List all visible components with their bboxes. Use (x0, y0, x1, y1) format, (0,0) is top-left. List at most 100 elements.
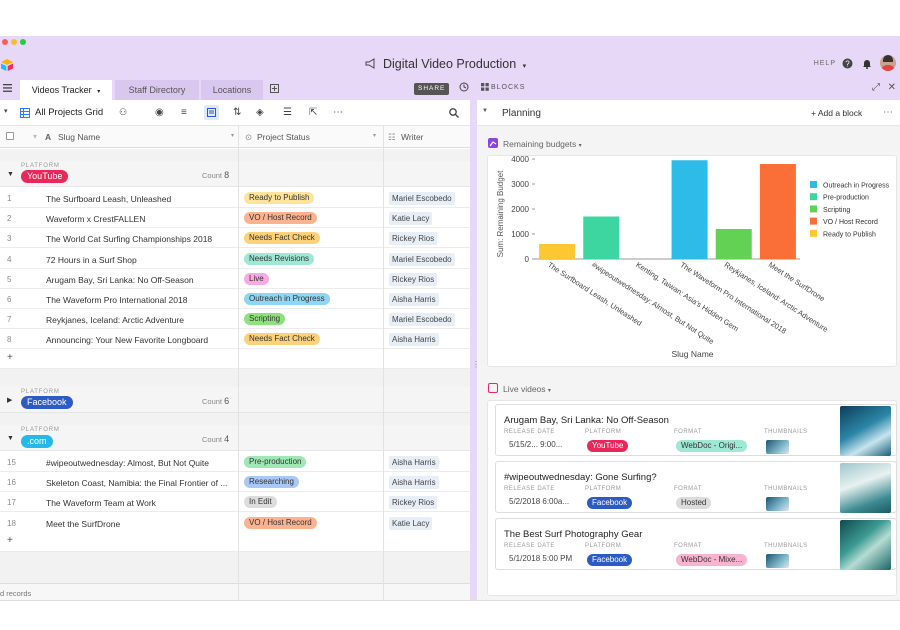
thumbnail-small[interactable] (766, 554, 789, 568)
writer-chip[interactable]: Aisha Harris (389, 333, 439, 347)
slug-cell[interactable]: Arugam Bay, Sri Lanka: No Off-Season (46, 274, 194, 285)
menu-icon[interactable] (3, 84, 12, 92)
status-badge[interactable]: Scripting (244, 313, 286, 326)
slug-cell[interactable]: Skeleton Coast, Namibia: the Final Front… (46, 478, 228, 489)
status-badge[interactable]: Researching (244, 476, 299, 489)
status-badge[interactable]: VO / Host Record (244, 212, 317, 225)
slug-cell[interactable]: The Surfboard Leash, Unleashed (46, 194, 172, 204)
color-icon[interactable]: ◈ (256, 107, 264, 118)
table-row[interactable]: 16 Skeleton Coast, Namibia: the Final Fr… (0, 472, 470, 493)
group-header-facebook[interactable]: ▶ PLATFORM Facebook Count 6 (0, 387, 470, 413)
table-row[interactable]: 15 #wipeoutwednesday: Almost, But Not Qu… (0, 452, 470, 472)
add-record-row[interactable]: + (0, 349, 470, 369)
status-badge[interactable]: Live (244, 272, 269, 285)
writer-chip[interactable]: Rickey Rios (389, 232, 438, 246)
tab-locations[interactable]: Locations (201, 80, 263, 100)
blocks-toggle[interactable]: BLOCKS (481, 83, 525, 91)
table-row[interactable]: 1 The Surfboard Leash, Unleashed Ready t… (0, 188, 470, 208)
status-badge[interactable]: Needs Revisions (244, 252, 315, 265)
table-row[interactable]: 17 The Waveform Team at Work In Edit Ric… (0, 492, 470, 513)
table-row[interactable]: 8 Announcing: Your New Favorite Longboar… (0, 329, 470, 350)
writer-chip[interactable]: Mariel Escobedo (389, 252, 455, 266)
list-block-title[interactable]: Live videos ▾ (503, 384, 551, 394)
search-icon[interactable] (449, 108, 459, 118)
help-icon[interactable]: ? (842, 58, 853, 69)
thumbnail-preview[interactable] (840, 406, 891, 456)
sort-icon[interactable]: ⇅ (233, 107, 242, 118)
thumbnail-preview[interactable] (840, 463, 891, 513)
column-header-status[interactable]: Project Status (257, 132, 310, 142)
slug-cell[interactable]: Waveform x CrestFALLEN (46, 214, 146, 225)
slug-cell[interactable]: Announcing: Your New Favorite Longboard (46, 335, 209, 346)
slug-cell[interactable]: The World Cat Surfing Championships 2018 (46, 234, 213, 245)
more-icon[interactable]: ⋯ (883, 107, 893, 118)
help-label[interactable]: HELP (813, 60, 836, 67)
collapse-icon[interactable]: ▼ (7, 435, 14, 442)
share-button[interactable]: SHARE (414, 83, 450, 95)
dashboard-title[interactable]: Planning (502, 108, 541, 119)
table-row[interactable]: 7 Reykjanes, Iceland: Arctic Adventure S… (0, 309, 470, 330)
select-all-checkbox[interactable] (6, 132, 14, 140)
status-badge[interactable]: Pre-production (244, 456, 307, 468)
add-record-row[interactable]: + (0, 532, 470, 552)
slug-cell[interactable]: Reykjanes, Iceland: Arctic Adventure (46, 315, 184, 326)
slug-cell[interactable]: Meet the SurfDrone (46, 518, 121, 529)
more-icon[interactable]: ⋯ (333, 107, 343, 118)
filter-icon[interactable]: ≡ (181, 107, 187, 118)
bell-icon[interactable] (862, 58, 872, 69)
add-record-icon[interactable]: + (7, 352, 13, 363)
view-name[interactable]: All Projects Grid (35, 107, 104, 118)
add-record-icon[interactable]: + (7, 535, 13, 546)
slug-cell[interactable]: 72 Hours in a Surf Shop (46, 254, 137, 265)
expand-icon[interactable]: ▶ (7, 397, 13, 404)
writer-chip[interactable]: Aisha Harris (389, 476, 439, 490)
chevron-down-icon[interactable]: ▼ (482, 108, 488, 114)
table-row[interactable]: 4 72 Hours in a Surf Shop Needs Revision… (0, 248, 470, 269)
status-badge[interactable]: Needs Fact Check (244, 333, 320, 346)
status-badge[interactable]: Needs Fact Check (244, 232, 320, 245)
maximize-window-icon[interactable] (20, 39, 26, 45)
share-view-icon[interactable]: ⇱ (309, 107, 318, 118)
writer-chip[interactable]: Aisha Harris (389, 456, 439, 469)
thumbnail-small[interactable] (766, 440, 789, 454)
group-header-dotcom[interactable]: ▼ PLATFORM .com Count 4 (0, 425, 470, 451)
slug-cell[interactable]: The Waveform Pro International 2018 (46, 295, 188, 305)
live-video-card[interactable]: #wipeoutwednesday: Gone Surfing? RELEASE… (495, 461, 897, 513)
table-row[interactable]: 2 Waveform x CrestFALLEN VO / Host Recor… (0, 208, 470, 229)
table-row[interactable]: 6 The Waveform Pro International 2018 Ou… (0, 289, 470, 309)
chart-block-title[interactable]: Remaining budgets ▾ (503, 139, 582, 149)
tab-videos-tracker[interactable]: Videos Tracker ▾ (20, 80, 112, 100)
group-icon[interactable] (204, 105, 219, 120)
writer-chip[interactable]: Aisha Harris (389, 293, 439, 306)
slug-cell[interactable]: The Waveform Team at Work (46, 498, 156, 509)
base-title[interactable]: Digital Video Production ▾ (365, 57, 526, 71)
close-window-icon[interactable] (2, 39, 8, 45)
panel-resize-handle[interactable]: ⋮ (470, 100, 480, 600)
status-badge[interactable]: Ready to Publish (244, 192, 315, 204)
writer-chip[interactable]: Rickey Rios (389, 272, 438, 286)
writer-chip[interactable]: Katie Lacy (389, 212, 433, 226)
history-icon[interactable] (459, 82, 469, 92)
writer-chip[interactable]: Mariel Escobedo (389, 313, 455, 327)
status-badge[interactable]: VO / Host Record (244, 516, 317, 529)
expand-icon[interactable]: ⤢ (872, 82, 880, 93)
tab-staff-directory[interactable]: Staff Directory (115, 80, 199, 100)
app-logo-icon[interactable] (0, 58, 14, 72)
avatar[interactable] (880, 55, 896, 71)
live-video-card[interactable]: Arugam Bay, Sri Lanka: No Off-Season REL… (495, 404, 897, 456)
chevron-down-icon[interactable]: ▾ (4, 108, 8, 115)
add-table-icon[interactable] (270, 84, 279, 93)
hide-fields-icon[interactable]: ◉ (155, 107, 164, 118)
writer-chip[interactable]: Rickey Rios (389, 496, 438, 510)
live-video-card[interactable]: The Best Surf Photography Gear RELEASE D… (495, 518, 897, 570)
table-row[interactable]: 5 Arugam Bay, Sri Lanka: No Off-Season L… (0, 268, 470, 289)
column-header-writer[interactable]: Writer (401, 132, 424, 142)
status-badge[interactable]: In Edit (244, 496, 277, 509)
close-panel-icon[interactable]: ✕ (887, 82, 896, 93)
table-row[interactable]: 3 The World Cat Surfing Championships 20… (0, 228, 470, 249)
add-block-button[interactable]: + Add a block (811, 108, 863, 118)
chevron-down-icon[interactable]: ▾ (231, 133, 235, 139)
writer-chip[interactable]: Katie Lacy (389, 516, 433, 530)
table-row[interactable]: 18 Meet the SurfDrone VO / Host Record K… (0, 512, 470, 533)
group-header-youtube[interactable]: ▼ PLATFORM YouTube Count 8 (0, 161, 470, 187)
